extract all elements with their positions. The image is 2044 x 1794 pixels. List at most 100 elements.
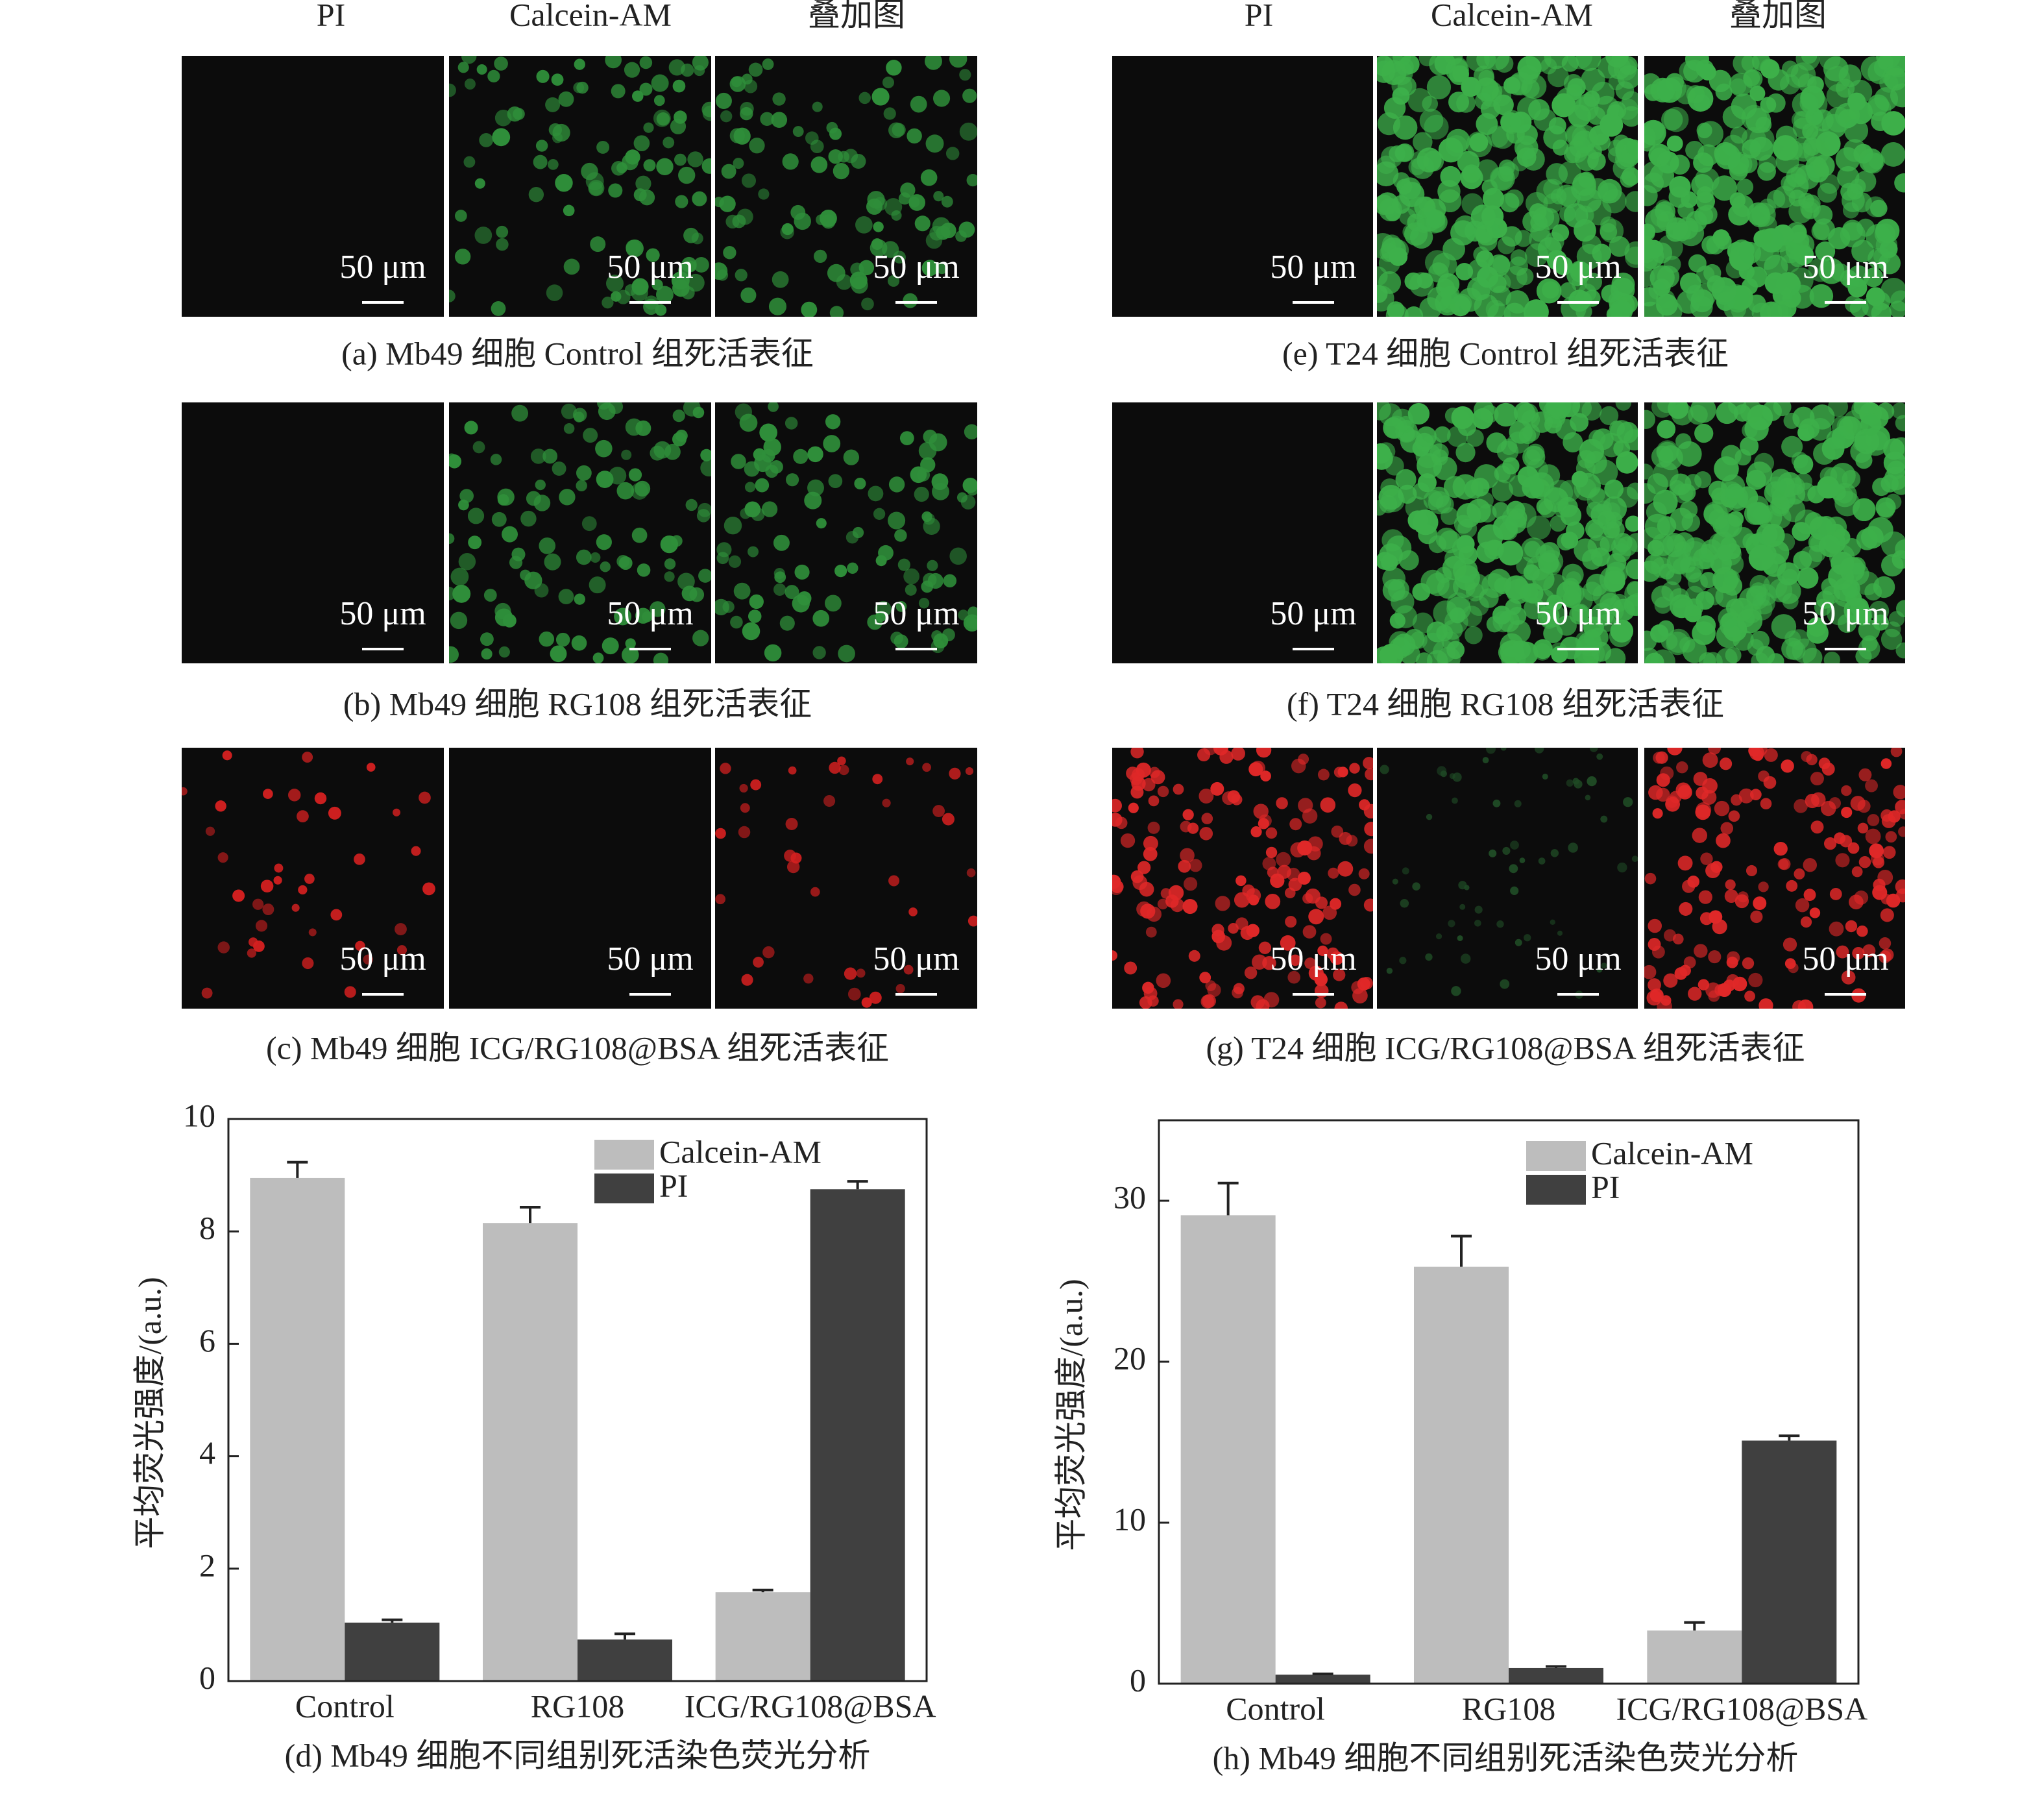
cell: [1694, 471, 1712, 489]
cell: [1258, 941, 1272, 954]
cell: [1524, 934, 1531, 942]
cell: [1180, 848, 1195, 863]
cell: [794, 564, 810, 580]
cell: [761, 501, 778, 517]
y-tick-label: 10: [1113, 1501, 1146, 1537]
cell: [962, 88, 977, 103]
cell: [1811, 221, 1830, 240]
cell: [1392, 878, 1398, 885]
cell: [967, 606, 977, 618]
cell: [1693, 283, 1717, 307]
cell: [1648, 978, 1661, 992]
cell: [632, 90, 644, 102]
cell: [546, 284, 563, 301]
cell: [1541, 603, 1566, 628]
cell: [1160, 888, 1172, 899]
cell: [1267, 866, 1279, 878]
cell: [1865, 828, 1881, 844]
cell: [826, 121, 838, 134]
cell: [1644, 652, 1664, 663]
cells: [715, 402, 977, 663]
cell: [1187, 822, 1199, 834]
cell: [247, 948, 256, 958]
cell: [581, 516, 597, 532]
cell: [1473, 402, 1494, 421]
cell: [748, 609, 762, 623]
cell: [1507, 431, 1530, 454]
cell: [1452, 797, 1458, 804]
cell: [921, 260, 938, 276]
cell: [1596, 966, 1603, 973]
cell: [868, 485, 884, 502]
cell: [1349, 763, 1360, 774]
scale-label: 50 μm: [339, 940, 426, 977]
cell: [1286, 867, 1300, 881]
cell: [1729, 597, 1754, 622]
cell: [687, 273, 705, 292]
cell: [490, 454, 502, 465]
cell: [1858, 619, 1880, 641]
cell: [959, 69, 971, 81]
cell: [1399, 957, 1407, 965]
cells: [1377, 402, 1638, 663]
cell: [1423, 489, 1444, 511]
cell: [496, 225, 509, 238]
cell: [526, 491, 541, 506]
cell: [923, 572, 937, 587]
cell: [302, 957, 314, 970]
cells: [1112, 748, 1373, 1009]
cell: [1482, 188, 1505, 210]
cell: [692, 191, 707, 206]
cell: [1416, 652, 1433, 663]
cell: [1460, 953, 1471, 964]
cell: [1644, 119, 1666, 146]
caption: (f) T24 细胞 RG108 组死活表征: [1287, 685, 1724, 722]
cell: [592, 652, 604, 663]
y-tick-label: 2: [199, 1547, 215, 1583]
cell: [1869, 600, 1890, 621]
cell: [1524, 243, 1549, 267]
cell: [785, 417, 798, 430]
cell: [1782, 593, 1799, 609]
cell: [888, 476, 905, 493]
cell: [964, 424, 977, 439]
cell: [291, 903, 300, 912]
cell: [1550, 849, 1559, 857]
scale-label: 50 μm: [1535, 249, 1621, 286]
cell: [744, 482, 756, 493]
cell: [574, 593, 585, 605]
cell: [1696, 786, 1709, 800]
cell: [449, 646, 459, 663]
y-tick-label: 0: [199, 1659, 215, 1695]
legend-swatch: [594, 1140, 654, 1170]
cell: [1207, 983, 1221, 998]
cell: [908, 907, 918, 916]
cell: [457, 62, 469, 73]
cell: [894, 529, 907, 542]
cell: [1562, 563, 1584, 586]
cell: [1290, 842, 1306, 858]
cell: [1148, 795, 1160, 807]
cell: [1795, 898, 1810, 913]
cell: [1716, 833, 1731, 848]
cell: [1750, 910, 1763, 924]
cell: [894, 634, 908, 649]
cell: [1455, 263, 1474, 280]
cell: [1276, 797, 1288, 809]
cell: [731, 76, 742, 88]
cell: [1574, 291, 1592, 309]
cell: [536, 69, 550, 83]
legend-label: Calcein-AM: [1591, 1135, 1753, 1171]
cell: [491, 301, 506, 316]
cell: [497, 488, 515, 506]
y-tick-label: 30: [1113, 1179, 1146, 1215]
micrograph: [1377, 748, 1638, 1009]
cell: [1287, 970, 1301, 984]
cell: [1840, 835, 1853, 848]
cell: [1120, 833, 1136, 848]
cell: [1667, 748, 1683, 756]
bar: [810, 1189, 905, 1681]
cell: [1500, 640, 1524, 663]
